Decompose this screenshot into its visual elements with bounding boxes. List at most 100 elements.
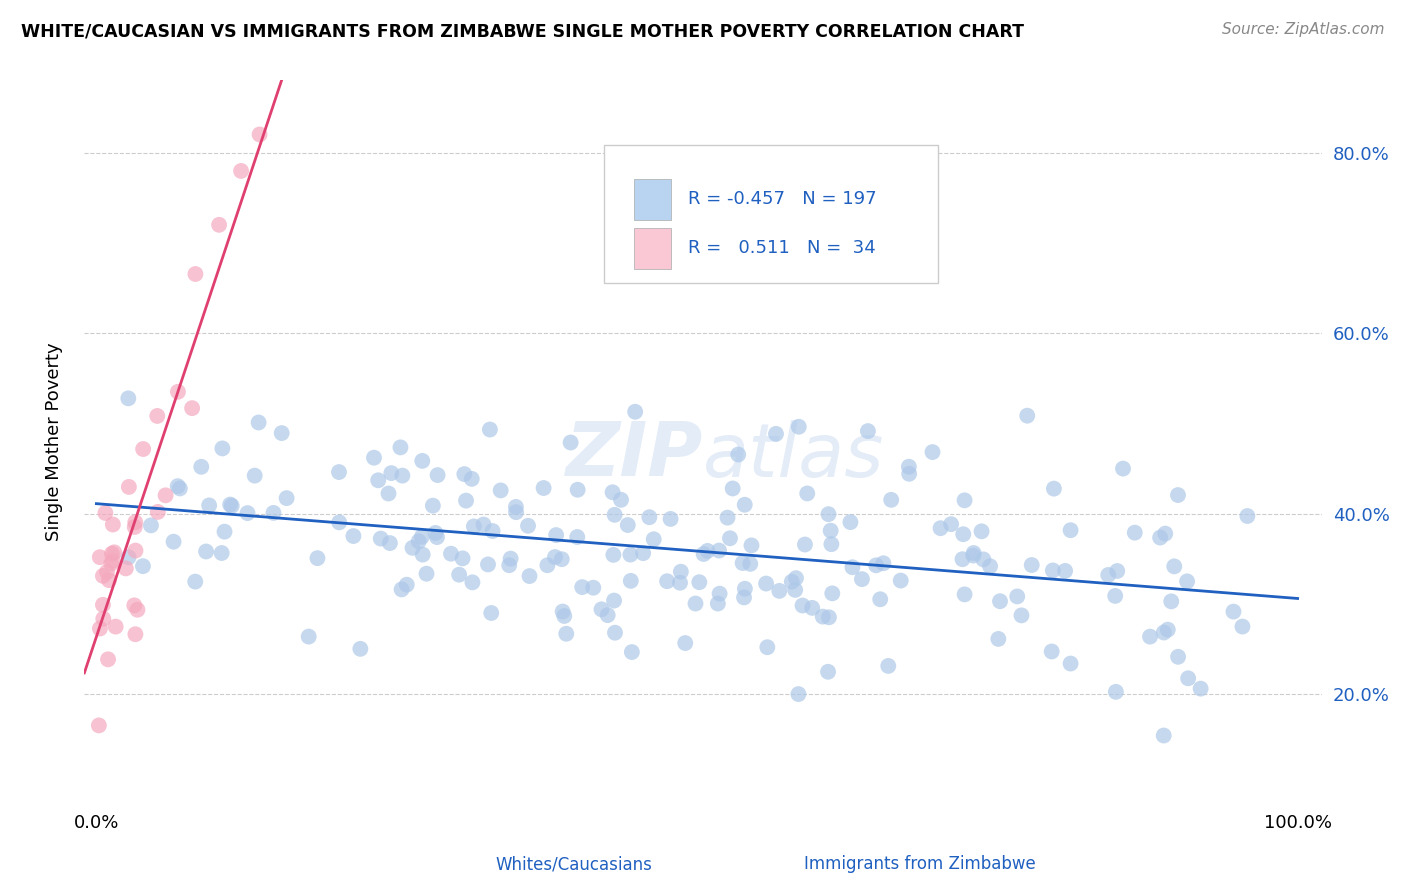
Point (307, 551, 329, 566)
Point (560, 435, 582, 450)
Point (787, 419, 810, 434)
Point (276, 491, 298, 505)
Point (624, 405, 647, 419)
Point (669, 575, 692, 590)
Point (1149, 531, 1171, 545)
Point (236, 506, 259, 520)
Point (162, 534, 184, 549)
Text: WHITE/CAUCASIAN VS IMMIGRANTS FROM ZIMBABWE SINGLE MOTHER POVERTY CORRELATION CH: WHITE/CAUCASIAN VS IMMIGRANTS FROM ZIMBA… (21, 22, 1024, 40)
Point (370, 532, 392, 546)
Point (952, 552, 974, 566)
Point (1107, 564, 1129, 578)
Point (426, 530, 449, 544)
FancyBboxPatch shape (634, 178, 671, 219)
Point (793, 537, 815, 551)
Point (1232, 619, 1254, 633)
Point (1154, 526, 1177, 541)
Point (1189, 681, 1212, 696)
Point (124, 520, 146, 534)
Point (817, 507, 839, 521)
Point (1236, 508, 1258, 523)
Point (571, 580, 593, 594)
Point (100, 557, 122, 571)
Point (328, 465, 350, 479)
Point (620, 574, 643, 588)
Point (391, 468, 413, 483)
Point (461, 472, 484, 486)
Point (939, 517, 962, 532)
Text: atlas: atlas (703, 420, 884, 492)
Point (118, 480, 141, 494)
Point (979, 559, 1001, 574)
Point (792, 599, 814, 613)
Point (505, 500, 527, 514)
Point (643, 533, 665, 547)
Point (820, 537, 842, 551)
Point (553, 609, 575, 624)
Point (620, 645, 643, 659)
Point (389, 441, 412, 455)
Point (449, 567, 471, 582)
Point (101, 547, 124, 561)
Point (659, 512, 682, 526)
Point (962, 549, 984, 563)
Point (755, 576, 778, 591)
Point (567, 483, 589, 497)
Text: Immigrants from Zimbabwe: Immigrants from Zimbabwe (804, 855, 1036, 873)
Point (851, 572, 873, 586)
Point (472, 517, 495, 532)
Point (731, 556, 754, 570)
Point (411, 454, 433, 468)
Point (765, 426, 787, 441)
Point (454, 493, 477, 508)
Point (367, 473, 389, 487)
Point (89, 622, 111, 636)
Point (929, 521, 952, 535)
Point (952, 527, 974, 541)
Point (820, 524, 842, 538)
Point (953, 493, 976, 508)
Text: Source: ZipAtlas.com: Source: ZipAtlas.com (1222, 22, 1385, 37)
FancyBboxPatch shape (763, 852, 797, 880)
Point (1054, 564, 1077, 578)
Point (1042, 564, 1064, 578)
Point (103, 545, 125, 559)
Point (734, 498, 756, 512)
Point (208, 218, 231, 232)
Point (489, 483, 512, 498)
Point (378, 536, 401, 550)
Point (821, 586, 844, 600)
Point (1175, 574, 1198, 589)
Point (127, 603, 149, 617)
Point (1040, 644, 1063, 658)
FancyBboxPatch shape (454, 852, 488, 880)
Point (869, 592, 891, 607)
Point (451, 551, 474, 566)
Point (596, 608, 619, 623)
Point (243, 468, 266, 483)
Point (865, 558, 887, 573)
Point (169, 482, 191, 496)
Point (101, 517, 124, 532)
Text: Whites/Caucasians: Whites/Caucasians (495, 855, 652, 873)
Point (785, 571, 807, 585)
Point (167, 384, 190, 399)
Point (551, 605, 574, 619)
Point (422, 499, 444, 513)
Point (707, 597, 730, 611)
Point (673, 636, 696, 650)
Point (716, 510, 738, 524)
Point (117, 550, 139, 565)
Point (181, 401, 204, 416)
Point (1043, 482, 1066, 496)
Point (377, 486, 399, 500)
Point (688, 575, 710, 590)
Point (1005, 590, 1028, 604)
Point (987, 632, 1010, 646)
Point (426, 468, 449, 483)
Point (785, 582, 807, 597)
Point (546, 528, 568, 542)
Point (342, 529, 364, 543)
Point (1157, 623, 1180, 637)
Point (1011, 608, 1033, 623)
